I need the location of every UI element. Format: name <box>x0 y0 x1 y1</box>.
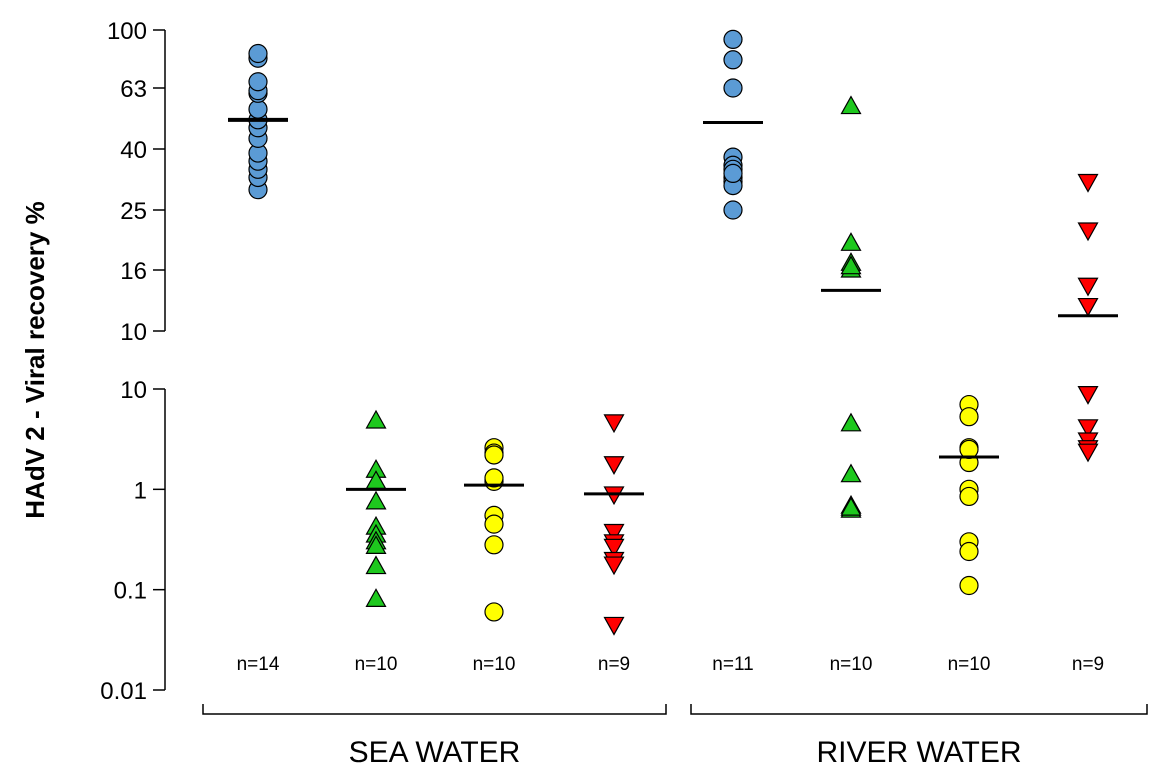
data-point-circle <box>723 200 743 220</box>
data-point-circle <box>248 72 268 92</box>
data-point-triangle-up <box>365 588 387 607</box>
data-point-triangle-up <box>840 496 862 516</box>
data-marks <box>248 29 1099 636</box>
group-label: SEA WATER <box>349 736 521 769</box>
n-label: n=10 <box>355 654 398 675</box>
data-point-triangle-up <box>365 490 387 510</box>
data-point-triangle-down <box>603 616 625 636</box>
y-tick-label-lower: 10 <box>120 377 147 404</box>
data-point-triangle-up <box>365 409 387 429</box>
group-label: RIVER WATER <box>816 736 1021 769</box>
data-point-circle <box>484 445 504 465</box>
data-point-circle <box>723 78 743 98</box>
n-label: n=9 <box>1072 654 1104 675</box>
data-point-triangle-down <box>1077 443 1099 463</box>
y-tick-label-lower: 0.01 <box>100 678 147 705</box>
labels: 100 63 40 25 16 10 10 1 0.1 0.01 HAdV 2 - Viral re… <box>20 18 1104 769</box>
data-point-triangle-down <box>603 414 625 434</box>
n-label: n=10 <box>830 654 873 675</box>
y-tick-label-lower: 1 <box>134 477 147 504</box>
data-point-triangle-up <box>840 463 862 483</box>
group-bracket <box>690 704 1148 715</box>
data-point-triangle-down <box>1077 222 1099 242</box>
y-tick-label-upper: 25 <box>120 198 147 225</box>
data-point-triangle-down <box>603 456 625 475</box>
n-label: n=10 <box>948 654 991 675</box>
data-point-triangle-up <box>365 555 387 575</box>
y-tick-label-lower: 0.1 <box>114 578 147 605</box>
data-point-circle <box>959 575 979 596</box>
data-point-circle <box>484 602 504 622</box>
data-point-circle <box>959 486 979 507</box>
n-label: n=11 <box>712 654 753 675</box>
data-point-triangle-down <box>603 538 625 558</box>
data-point-triangle-up <box>840 255 862 275</box>
data-point-triangle-down <box>1077 385 1099 405</box>
group-bracket <box>202 704 667 715</box>
data-point-triangle-down <box>1077 277 1099 297</box>
mean-lines <box>228 117 1118 496</box>
y-tick-label-upper: 16 <box>120 258 147 285</box>
data-point-circle <box>723 29 743 50</box>
n-label: n=14 <box>237 654 280 675</box>
data-point-circle <box>723 50 743 70</box>
y-tick-label-upper: 100 <box>107 18 147 45</box>
data-point-circle <box>484 535 504 555</box>
data-point-triangle-up <box>365 535 387 554</box>
data-point-triangle-down <box>1077 173 1099 193</box>
data-point-triangle-up <box>840 412 862 432</box>
data-point-triangle-down <box>603 523 625 543</box>
data-point-circle <box>248 43 268 64</box>
data-point-circle <box>484 514 504 534</box>
n-label: n=10 <box>473 654 516 675</box>
data-point-triangle-down <box>1077 419 1099 439</box>
y-tick-label-upper: 40 <box>120 137 147 164</box>
data-point-triangle-up <box>840 232 862 251</box>
data-point-circle <box>959 541 979 562</box>
data-point-triangle-up <box>840 95 862 115</box>
data-point-circle <box>484 468 504 488</box>
data-point-circle <box>723 163 743 183</box>
y-axis-label: HAdV 2 - Viral recovery % <box>20 201 50 518</box>
y-tick-label-upper: 10 <box>120 319 147 346</box>
data-point-triangle-down <box>1077 297 1099 317</box>
data-point-circle <box>248 99 268 119</box>
axes <box>153 29 1148 715</box>
y-tick-label-upper: 63 <box>120 76 147 103</box>
n-label: n=9 <box>598 654 630 675</box>
data-point-circle <box>959 407 979 427</box>
data-point-triangle-down <box>603 556 625 576</box>
